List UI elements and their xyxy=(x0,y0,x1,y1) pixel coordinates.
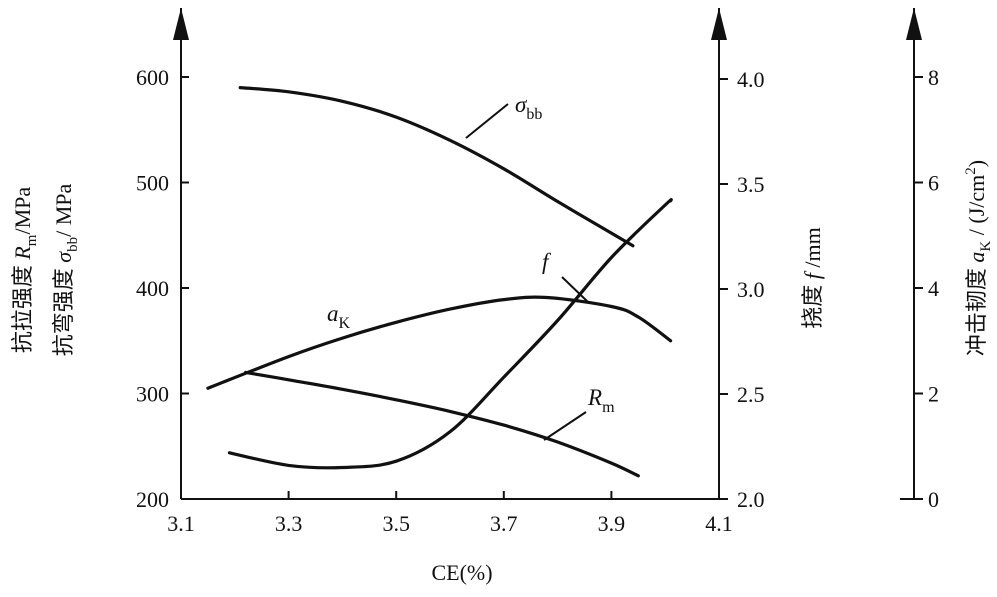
labels-layer: σbb Rm f aK xyxy=(327,92,615,441)
series-rm-label-subscript: m xyxy=(602,399,615,416)
middle-axis-title: 挠度 f /mm xyxy=(800,227,825,328)
right-tick-label: 2 xyxy=(928,382,939,407)
x-tick-label: 3.3 xyxy=(275,511,303,536)
series-sigma-bb-line xyxy=(238,86,635,248)
left-axis-title-tensile-subscript: m xyxy=(24,234,40,246)
left-axis-title-bending-symbol: σ xyxy=(51,251,76,263)
middle-tick-label: 2.0 xyxy=(737,487,765,512)
left-axis-title-bending: 抗弯强度 σbb/ MPa xyxy=(51,183,81,356)
right-tick-label: 4 xyxy=(928,276,939,301)
middle-axis-title-unit: /mm xyxy=(800,227,825,273)
left-tick-label: 500 xyxy=(136,171,169,196)
series-f-line xyxy=(227,198,673,470)
series-rm-label: Rm xyxy=(587,385,615,416)
axes-layer: 3.1 3.3 3.5 3.7 3.9 4.1 CE(%) 200 300 400 500 600 抗拉… xyxy=(10,8,994,585)
right-axis-title: 冲击韧度 aK / (J/cm2) xyxy=(963,160,994,356)
left-axis-title-bending-unit: / MPa xyxy=(51,183,76,236)
right-axis-title-close: ) xyxy=(964,160,989,167)
middle-tick-label: 4.0 xyxy=(737,67,765,92)
right-axis-title-text: 冲击韧度 xyxy=(964,263,989,357)
right-axis-title-subscript: K xyxy=(978,241,994,252)
left-axis-title-tensile-symbol: R xyxy=(10,246,35,261)
left-tick-label: 300 xyxy=(136,382,169,407)
middle-tick-label: 2.5 xyxy=(737,382,765,407)
right-axis-title-superscript: 2 xyxy=(963,167,979,175)
series-ak-label-subscript: K xyxy=(339,315,351,332)
series-sigma-bb-leader-line xyxy=(465,103,509,139)
series-f-label: f xyxy=(542,249,552,274)
middle-axis-title-symbol: f xyxy=(800,270,825,279)
series-ak-label-symbol: a xyxy=(327,301,339,326)
series-sigma-bb-label-subscript: bb xyxy=(526,106,542,123)
left-axis-title-tensile-text: 抗拉强度 xyxy=(10,260,35,354)
left-tick-label: 400 xyxy=(136,276,169,301)
right-tick-label: 8 xyxy=(928,65,939,90)
series-rm-leader-line xyxy=(543,411,587,441)
left-axis-title-bending-text: 抗弯强度 xyxy=(51,263,76,357)
left-axis-title-tensile: 抗拉强度 Rm/MPa xyxy=(10,187,40,354)
right-tick-label: 0 xyxy=(928,487,939,512)
x-tick-label: 3.1 xyxy=(167,511,195,536)
series-ak-line xyxy=(206,295,673,390)
x-tick-label: 3.7 xyxy=(490,511,518,536)
left-axis-title-tensile-unit: /MPa xyxy=(10,187,35,235)
left-tick-label: 600 xyxy=(136,65,169,90)
right-axis-title-symbol: a xyxy=(964,252,989,263)
series-ak-label: aK xyxy=(327,301,351,332)
series-rm-label-symbol: R xyxy=(587,385,602,410)
right-axis-title-unit: / (J/cm xyxy=(964,175,989,241)
x-axis-title: CE(%) xyxy=(431,560,492,585)
series-sigma-bb-label-symbol: σ xyxy=(515,92,528,117)
middle-tick-label: 3.0 xyxy=(737,277,765,302)
middle-axis-title-text: 挠度 xyxy=(800,279,825,329)
series-f-leader-line xyxy=(561,276,589,303)
series-rm-line xyxy=(244,370,640,478)
middle-tick-label: 3.5 xyxy=(737,172,765,197)
series-sigma-bb-label: σbb xyxy=(515,92,542,123)
x-tick-label: 3.5 xyxy=(382,511,410,536)
left-axis-title-bending-subscript: bb xyxy=(65,237,81,252)
x-tick-label: 3.9 xyxy=(598,511,626,536)
series-f-label-symbol: f xyxy=(542,249,552,274)
right-tick-label: 6 xyxy=(928,171,939,196)
curves-layer xyxy=(206,86,673,478)
x-tick-label: 4.1 xyxy=(705,511,733,536)
left-tick-label: 200 xyxy=(136,487,169,512)
